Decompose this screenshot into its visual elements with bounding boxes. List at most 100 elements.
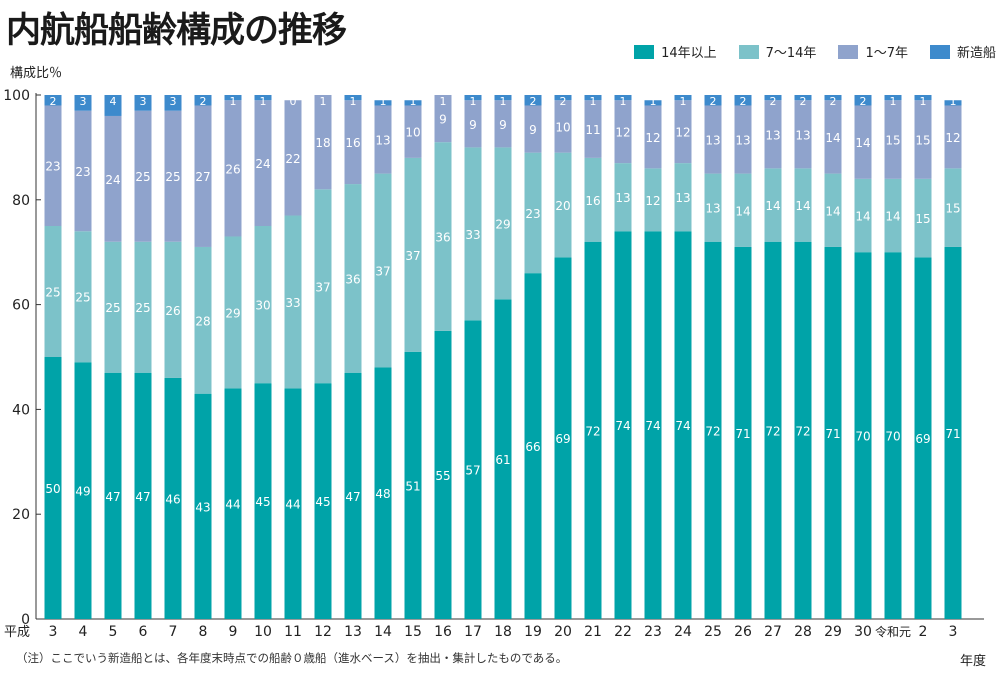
data-label: 2 — [860, 95, 867, 108]
data-label: 13 — [675, 191, 690, 205]
data-label: 13 — [765, 128, 780, 142]
bar-segment — [524, 152, 542, 274]
data-label: 49 — [75, 485, 90, 499]
data-label: 12 — [945, 131, 960, 145]
bar-segment — [404, 351, 422, 619]
bar-segment — [374, 173, 392, 368]
x-tick-label: 12 — [314, 624, 332, 640]
bar-segment — [194, 105, 212, 247]
bar-segment — [644, 231, 662, 620]
data-label: 2 — [740, 95, 747, 108]
bar-segment — [734, 246, 752, 619]
data-label: 15 — [885, 134, 900, 148]
bar-segment — [164, 377, 182, 619]
bar-segment — [434, 330, 452, 619]
legend-label-7to14: 7〜14年 — [765, 46, 817, 61]
data-label: 16 — [585, 194, 600, 208]
y-tick-label: 100 — [3, 88, 30, 104]
data-label: 33 — [465, 228, 480, 242]
bar-segment — [44, 226, 62, 357]
bar-segment — [554, 152, 572, 258]
data-label: 9 — [439, 113, 447, 127]
bar-segment — [74, 95, 92, 111]
x-tick-label: 20 — [554, 624, 572, 640]
bar-segment — [584, 100, 602, 158]
data-label: 2 — [770, 95, 777, 108]
bar-segment — [164, 110, 182, 242]
data-label: 24 — [105, 173, 120, 187]
data-label: 2 — [710, 95, 717, 108]
bar-segment — [104, 372, 122, 619]
bar-segment — [674, 163, 692, 232]
data-label: 70 — [855, 430, 870, 444]
bar-segment — [704, 173, 722, 242]
data-label: 50 — [45, 482, 60, 496]
data-label: 10 — [405, 126, 420, 140]
data-label: 1 — [350, 95, 357, 108]
x-tick-label: 9 — [229, 624, 238, 640]
data-label: 1 — [650, 95, 657, 108]
bar-segment — [494, 95, 512, 101]
bar-segment — [854, 105, 872, 179]
bar-segment — [494, 147, 512, 300]
bar-segment — [584, 95, 602, 101]
bar-segment — [224, 388, 242, 619]
data-label: 71 — [945, 427, 960, 441]
bar-segment — [284, 100, 302, 216]
data-label: 9 — [469, 118, 477, 132]
legend-item-1to7: 1〜7年 — [838, 42, 908, 61]
data-label: 12 — [675, 126, 690, 140]
data-label: 47 — [135, 490, 150, 504]
bar-segment — [344, 372, 362, 619]
legend: 14年以上 7〜14年 1〜7年 新造船 — [634, 42, 996, 61]
bar-segment — [914, 178, 932, 258]
x-axis-title: 年度 — [959, 654, 986, 669]
data-label: 25 — [135, 170, 150, 184]
bar-segment — [254, 226, 272, 384]
data-label: 2 — [530, 95, 537, 108]
data-label: 13 — [705, 134, 720, 148]
data-label: 23 — [525, 207, 540, 221]
data-label: 9 — [529, 123, 537, 137]
data-label: 27 — [195, 170, 210, 184]
bar-segment — [614, 163, 632, 232]
data-label: 11 — [585, 123, 600, 137]
data-label: 3 — [140, 95, 147, 108]
data-label: 25 — [135, 301, 150, 315]
x-tick-label: 23 — [644, 624, 662, 640]
x-tick-label: 3 — [49, 624, 58, 640]
bar-segment — [824, 100, 842, 174]
data-label: 47 — [105, 490, 120, 504]
x-tick-label: 16 — [434, 624, 452, 640]
bar-segment — [254, 95, 272, 101]
bar-segment — [614, 95, 632, 101]
legend-swatch-1to7 — [838, 44, 859, 59]
x-tick-label: 11 — [284, 624, 302, 640]
data-label: 2 — [560, 95, 567, 108]
bar-segment — [884, 252, 902, 619]
legend-swatch-7to14 — [738, 44, 759, 59]
bar-segment — [644, 105, 662, 169]
bar-segment — [374, 367, 392, 619]
data-label: 37 — [315, 280, 330, 294]
data-label: 48 — [375, 487, 390, 501]
data-label: 72 — [585, 424, 600, 438]
y-axis-title: 構成比％ — [10, 66, 63, 81]
x-tick-label: 3 — [949, 624, 958, 640]
footnote: （注）ここでいう新造船とは、各年度末時点での船齢０歳船（進水ベース）を抽出・集計… — [16, 651, 568, 665]
data-label: 25 — [75, 291, 90, 305]
data-label: 13 — [375, 134, 390, 148]
data-label: 36 — [435, 230, 450, 244]
data-label: 30 — [255, 299, 270, 313]
bar-segment — [74, 110, 92, 232]
data-label: 15 — [915, 134, 930, 148]
bar-segment — [404, 157, 422, 352]
data-label: 1 — [500, 95, 507, 108]
y-tick-label: 80 — [12, 193, 30, 209]
bar-segment — [464, 147, 482, 321]
legend-item-14plus: 14年以上 — [634, 42, 717, 61]
bar-segment — [464, 95, 482, 101]
bar-segment — [794, 100, 812, 169]
legend-swatch-new — [929, 44, 950, 59]
bar-segment — [824, 173, 842, 247]
